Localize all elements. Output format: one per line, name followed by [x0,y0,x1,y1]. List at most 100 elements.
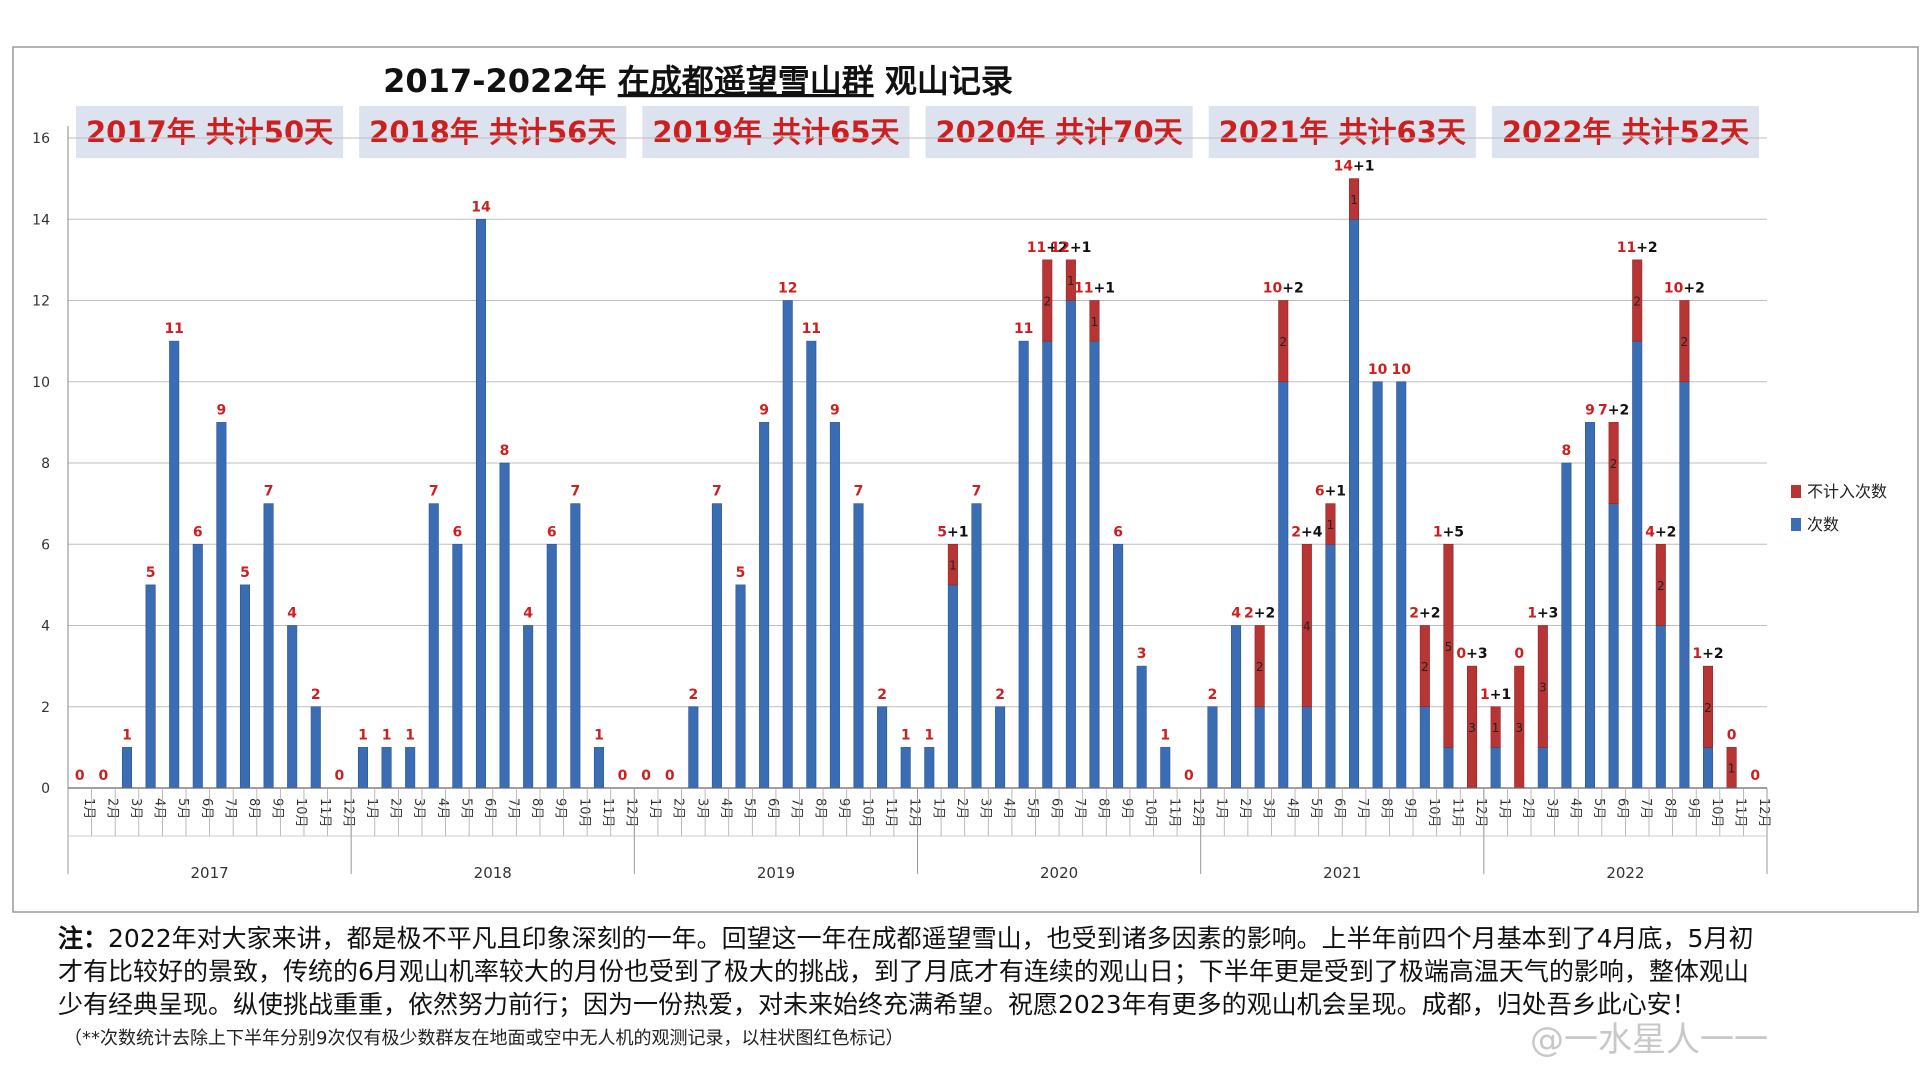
month-tick-label: 6月 [1048,798,1063,819]
month-tick-label: 6月 [765,798,780,819]
month-tick-label: 2月 [104,798,119,819]
bar-counted [216,422,227,789]
data-label: 9 [759,402,769,418]
bar-counted [121,747,133,789]
data-label-counted: 11 [1014,321,1033,337]
bar-uncounted [1679,300,1690,383]
month-tick-label: 2月 [388,798,403,819]
month-tick-label: 11月 [1733,798,1748,828]
month-tick-label: 3月 [1261,798,1276,819]
data-label-counted: 0 [99,768,109,784]
data-label-counted: 2 [877,687,887,703]
year-banner-box [76,106,344,158]
month-tick-label: 1月 [1213,798,1228,819]
data-label: 12 [778,281,797,297]
data-label-counted: 1 [405,727,415,743]
month-tick-label: 2月 [954,798,969,819]
data-label-counted: 11 [1027,240,1046,256]
watermark: @一水星人一一 [1530,1020,1768,1060]
data-label: 0+3 [1456,646,1487,662]
data-label-counted: 8 [1562,443,1572,459]
data-label-uncounted: +1 [1325,484,1346,500]
data-label: 1 [358,727,368,743]
data-label-counted: 11 [802,321,821,337]
legend-label: 次数 [1807,515,1839,534]
bar-uncounted [1349,178,1360,220]
data-label: 14+1 [1334,159,1375,175]
bar-counted [263,503,274,789]
bar-uncounted-value: 4 [1303,620,1311,634]
data-label-uncounted: +2 [1254,606,1275,622]
chart-title: 2017-2022年 在成都遥望雪山群 观山记录 [383,62,1013,100]
month-tick-label: 12月 [624,798,639,828]
x-axis: 1月 2月 3月 4月 5月 6月 7月 8月 9月 10月 11月 12月 2017 1月 2月 3月 4月 5… [67,787,1771,882]
data-label-counted: 10 [1368,362,1388,378]
data-label: 9 [217,402,227,418]
data-label: 1 [594,727,604,743]
bar-counted [829,422,840,789]
data-label: 11 [164,321,183,337]
month-tick-label: 10月 [293,798,308,828]
data-label-counted: 7 [854,484,864,500]
data-label-counted: 2 [995,687,1005,703]
data-label: 4 [287,606,297,622]
bar-counted [995,706,1006,789]
month-tick-label: 7月 [1072,798,1087,819]
year-label: 2022 [1606,864,1644,882]
data-label-uncounted: +3 [1537,606,1558,622]
y-tick-label: 12 [32,294,50,310]
data-label: 5+1 [937,524,968,540]
data-label-uncounted: +2 [1046,240,1067,256]
footnote: （**次数统计去除上下半年分别9次仅有极少数群友在地面或空中无人机的观测记录，以… [64,1028,904,1049]
bar-uncounted-value: 1 [1327,518,1335,532]
data-label-counted: 5 [240,565,250,581]
data-label-counted: 10 [1392,362,1412,378]
bar-counted [310,706,321,789]
data-label: 9 [830,402,840,418]
data-label-counted: 1 [1433,524,1443,540]
bar-counted [1490,747,1501,789]
bar-counted [1231,625,1242,789]
bar-counted [1443,747,1454,789]
data-label: 0 [618,768,628,784]
bar-counted [357,747,368,789]
bar-uncounted-value: 1 [1728,762,1736,776]
year-label: 2021 [1323,864,1361,882]
month-tick-label: 9月 [270,798,285,819]
month-tick-label: 4月 [1284,798,1299,819]
bar-counted [1089,340,1100,789]
bar-uncounted-value: 2 [1043,295,1051,309]
data-label-counted: 7 [570,484,580,500]
month-tick-label: 6月 [1331,798,1346,819]
bar-uncounted [1443,543,1454,748]
bar-counted [1419,706,1430,789]
data-label: 2 [995,687,1005,703]
data-label: 6 [547,524,557,540]
month-tick-label: 5月 [458,798,473,819]
data-label: 1+5 [1433,524,1464,540]
data-label: 2 [877,687,887,703]
data-label: 8 [1562,443,1572,459]
data-label: 5 [736,565,746,581]
legend-swatch [1791,485,1801,498]
bar-counted [947,584,958,789]
data-label: 11+2 [1617,240,1658,256]
bar-counted [1655,625,1666,789]
year-label: 2019 [757,864,795,882]
bar-uncounted-value: 2 [1610,457,1618,471]
data-label: 4+2 [1645,524,1676,540]
y-tick-label: 10 [32,375,50,391]
data-label-counted: 1 [1480,687,1490,703]
data-label-uncounted: +2 [1655,524,1676,540]
data-label: 4 [1231,606,1241,622]
data-label-counted: 9 [759,402,769,418]
bar-counted [546,543,557,789]
data-label-counted: 0 [1727,727,1737,743]
data-label-counted: 2 [1244,606,1254,622]
bar-counted [405,747,416,789]
bar-uncounted-value: 3 [1539,680,1547,694]
data-label-counted: 2 [1409,606,1419,622]
data-label: 5 [240,565,250,581]
data-label-counted: 2 [1291,524,1301,540]
